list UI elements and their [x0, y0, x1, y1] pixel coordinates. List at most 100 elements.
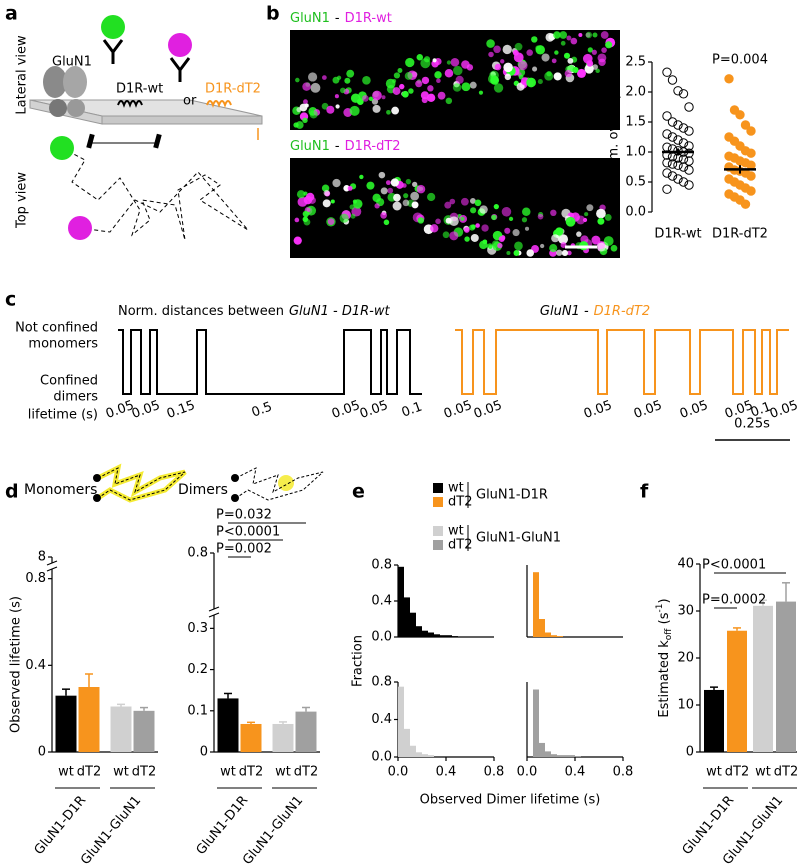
blob [450, 57, 460, 67]
legend-label: wt [448, 524, 464, 539]
blob [340, 87, 346, 94]
blob [372, 104, 381, 113]
trace-dt2 [455, 329, 789, 395]
blob [330, 199, 335, 204]
histogram-bar [398, 566, 404, 637]
panel-label: f [640, 481, 649, 503]
blob [322, 75, 327, 80]
legend-label: wt [448, 481, 464, 496]
blob [596, 208, 606, 219]
y-tick-label: 0.1 [187, 703, 208, 718]
blob [481, 224, 489, 232]
point [684, 141, 694, 151]
y-tick-label: 30 [677, 604, 694, 619]
y-tick-label: 0.0 [625, 205, 646, 220]
trace-title: GluN1 - D1R-dT2 [540, 304, 650, 319]
histogram-bar [410, 745, 416, 757]
blob [383, 219, 390, 226]
trace-wt [118, 329, 422, 395]
histogram-bar [533, 572, 539, 637]
title-part: off [664, 628, 674, 641]
blob [556, 249, 563, 256]
blob [434, 71, 442, 79]
histogram-bar [452, 636, 458, 637]
state-label: Not confined [15, 321, 98, 336]
blob [455, 75, 464, 84]
point [667, 171, 678, 181]
blob [423, 56, 431, 63]
blob [295, 121, 304, 129]
blob [334, 94, 339, 99]
blob [561, 250, 568, 256]
blob [359, 174, 364, 180]
point [678, 162, 689, 172]
group-label: GluN1-D1R [194, 793, 252, 858]
blob [550, 209, 557, 217]
blob [500, 59, 505, 64]
y-tick-label: 0.8 [187, 546, 208, 561]
blob [327, 218, 335, 225]
legend-swatch [433, 483, 443, 493]
lifetime-label: 0.5 [250, 399, 275, 420]
y-tick-label: 0.3 [187, 621, 208, 636]
blob [387, 187, 394, 194]
blob [565, 216, 576, 227]
blob [560, 242, 567, 249]
point [678, 177, 689, 187]
x-tick-label: dT2 [294, 765, 318, 780]
annotation: P=0.004 [712, 53, 768, 68]
blob [585, 31, 593, 39]
y-tick-label: 0 [686, 745, 694, 760]
point [673, 160, 683, 170]
blob [303, 99, 308, 105]
legend-label: dT2 [448, 538, 472, 553]
bar [110, 706, 132, 752]
x-tick-label: dT2 [725, 765, 749, 780]
state-label: Confined [40, 374, 98, 389]
blob [362, 76, 371, 85]
histogram-bar [398, 686, 404, 757]
blob [392, 201, 402, 211]
blob [391, 106, 400, 115]
blob [335, 104, 340, 109]
histogram-bar [404, 597, 410, 637]
blob [551, 58, 557, 64]
blob [498, 235, 505, 243]
blob [446, 60, 452, 65]
y-tick-label: 0 [200, 745, 208, 760]
x-tick-label: D1R-dT2 [712, 227, 768, 242]
point [684, 156, 694, 166]
blob [393, 193, 401, 202]
bar [55, 695, 77, 752]
blob [526, 249, 534, 257]
blob [401, 90, 409, 98]
blob [397, 68, 403, 73]
blob [524, 226, 530, 231]
x-tick-label: wt [220, 765, 236, 780]
blob [610, 244, 618, 252]
blob [597, 53, 607, 63]
point [746, 148, 756, 158]
image-title: GluN1- D1R-dT2 [290, 139, 401, 154]
blob [349, 105, 360, 116]
label: GluN1 [52, 55, 92, 70]
axis-break [46, 566, 58, 572]
blob [392, 87, 401, 95]
blob [493, 45, 501, 54]
point [662, 129, 672, 139]
bar [78, 687, 100, 752]
blob [491, 214, 497, 221]
blob [294, 217, 300, 223]
blob [445, 97, 453, 105]
histogram-bar [422, 630, 428, 637]
axis-break [208, 612, 220, 618]
panel-label: d [5, 481, 19, 503]
y-tick-label: 20 [677, 651, 694, 666]
x-tick-label: D1R-wt [654, 227, 701, 242]
blob [368, 96, 374, 102]
blob [444, 68, 454, 78]
point [678, 123, 689, 133]
y-tick-label: 0.2 [187, 662, 208, 677]
blob [501, 207, 512, 217]
legend-label: dT2 [448, 495, 472, 510]
